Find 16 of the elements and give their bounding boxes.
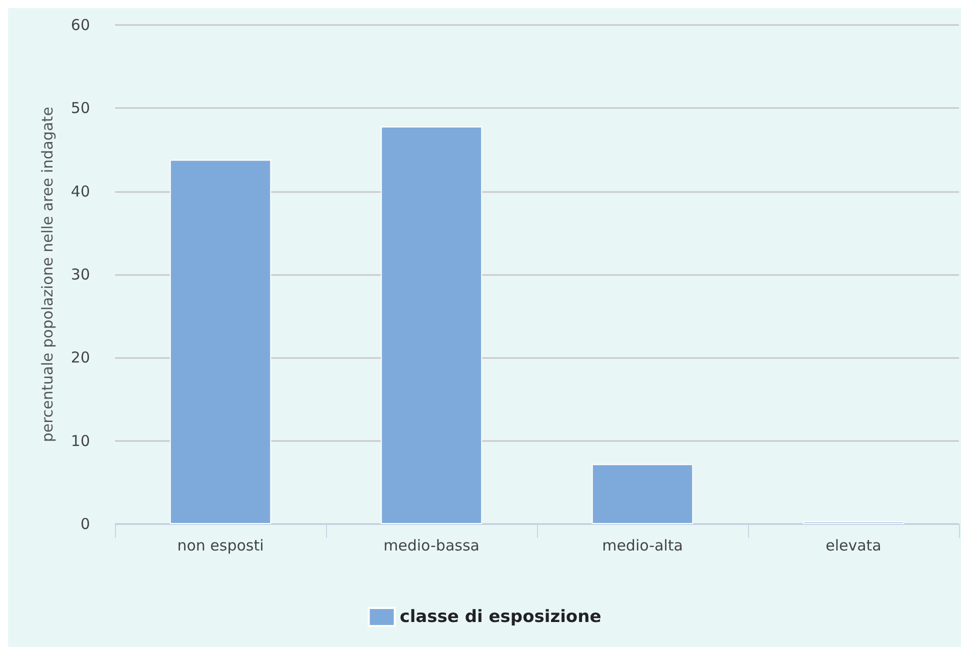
y-tick-label: 40 [70, 182, 90, 200]
y-tick-label: 20 [70, 348, 90, 367]
x-tick-label: medio-alta [602, 536, 683, 554]
y-tick-label: 60 [70, 16, 90, 34]
legend-label: classe di esposizione [400, 607, 602, 627]
y-axis-title: percentuale popolazione nelle aree indagate [38, 106, 56, 442]
y-tick-label: 30 [70, 266, 90, 284]
y-tick-label: 0 [80, 515, 90, 533]
y-tick-label: 10 [70, 432, 90, 450]
x-tick-label: non esposti [177, 536, 264, 554]
bar [170, 160, 272, 524]
x-tick-label: elevata [826, 536, 882, 554]
x-tick-label: medio-bassa [384, 536, 480, 554]
bar [592, 464, 694, 524]
bar [380, 126, 482, 524]
y-tick-label: 50 [70, 99, 90, 118]
